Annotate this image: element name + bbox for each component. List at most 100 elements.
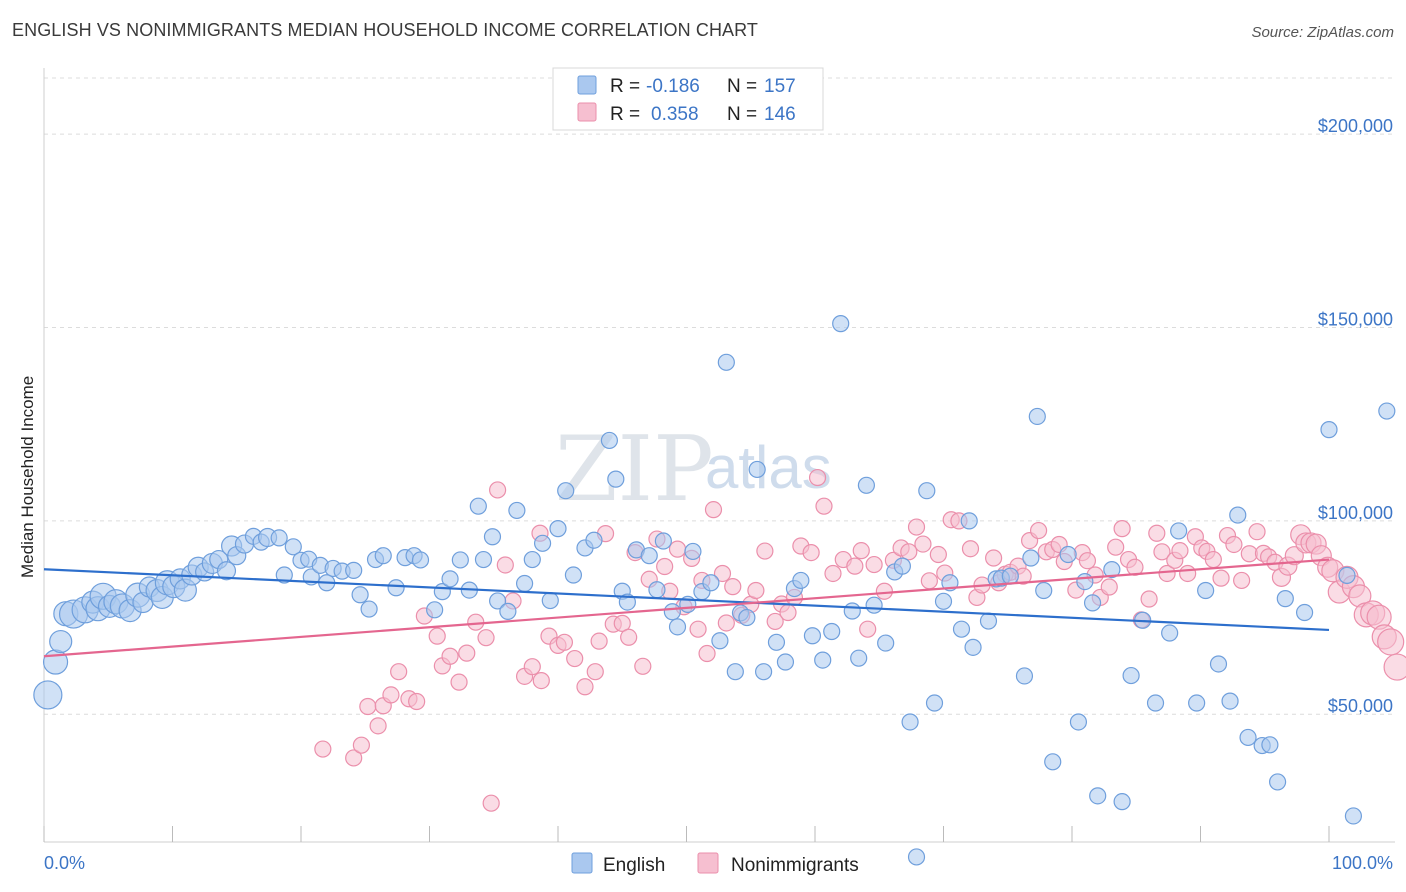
nonimmigrants-point xyxy=(458,644,476,662)
english-point xyxy=(1035,581,1053,600)
english-point xyxy=(1022,549,1040,567)
nonimmigrants-point xyxy=(802,543,820,562)
english-point xyxy=(1229,506,1247,524)
english-point xyxy=(1083,594,1102,612)
nonimmigrants-point xyxy=(808,468,827,487)
english-trend-line xyxy=(43,568,1330,632)
english-point xyxy=(893,557,911,575)
english-point xyxy=(663,603,681,621)
nonimmigrants-point xyxy=(900,543,918,561)
nonimmigrants-point xyxy=(586,663,604,681)
english-point xyxy=(767,633,786,651)
nonimmigrants-point xyxy=(428,627,446,645)
nonimmigrants-point xyxy=(390,663,408,681)
english-point xyxy=(426,601,444,619)
trend-lines xyxy=(43,558,1330,658)
nonimmigrants-point xyxy=(756,542,774,560)
nonimmigrants-point xyxy=(1113,520,1131,538)
nonimmigrants-point xyxy=(477,629,495,647)
english-point xyxy=(726,663,744,681)
english-point xyxy=(216,561,237,581)
nonimmigrants-point xyxy=(1029,521,1048,540)
english-point xyxy=(832,315,850,333)
nonimmigrants-point xyxy=(766,612,784,631)
english-point xyxy=(33,680,63,710)
nonimmigrants-r-value: 0.358 xyxy=(651,104,699,125)
english-point xyxy=(1295,603,1314,622)
english-legend-icon xyxy=(571,852,593,874)
nonimmigrants-point xyxy=(489,481,507,499)
nonimmigrants-point xyxy=(1171,542,1189,560)
english-point xyxy=(823,622,841,641)
nonimmigrants-point xyxy=(875,582,893,600)
english-point xyxy=(411,551,430,569)
english-point xyxy=(1170,522,1188,540)
nonimmigrants-point xyxy=(1383,653,1406,681)
english-point xyxy=(541,591,559,610)
english-point xyxy=(934,592,953,610)
nonimmigrants-point xyxy=(1158,564,1176,583)
watermark-zip: ZIP xyxy=(555,417,714,522)
english-point xyxy=(345,561,363,579)
english-point xyxy=(1268,773,1287,791)
english-point xyxy=(1197,581,1215,600)
english-point xyxy=(850,649,868,667)
english-point xyxy=(640,547,658,565)
english-point xyxy=(654,532,672,550)
nonimmigrants-point xyxy=(1100,578,1118,596)
english-point xyxy=(489,592,507,610)
english-point xyxy=(1044,753,1062,771)
english-point xyxy=(499,602,517,620)
english-point xyxy=(684,542,702,561)
stats-legend-box xyxy=(552,67,824,131)
english-point xyxy=(1122,666,1140,685)
english-point xyxy=(284,538,302,556)
nonimmigrants-point xyxy=(689,620,707,638)
english-point xyxy=(49,629,73,654)
english-point xyxy=(1103,561,1121,579)
nonimmigrants-point xyxy=(345,749,363,767)
english-point xyxy=(792,571,810,590)
english-point xyxy=(508,501,526,520)
english-point xyxy=(1001,567,1019,585)
nonimmigrants-point xyxy=(656,557,674,576)
english-point xyxy=(964,638,982,656)
english-point xyxy=(1069,713,1088,731)
tick-labels: $50,000 $100,000 $150,000 $200,000 0.0% 100.0… xyxy=(44,116,1393,873)
english-point xyxy=(441,570,459,588)
nonimmigrants-point xyxy=(369,717,387,735)
nonimmigrants-point xyxy=(590,632,608,650)
nonimmigrants-trend-line xyxy=(43,558,1330,658)
nonimmigrants-point xyxy=(704,501,723,519)
nonimmigrants-point xyxy=(914,535,932,553)
english-point xyxy=(1276,590,1294,608)
bottom-legend: English Nonimmigrants xyxy=(571,852,859,876)
english-point xyxy=(1239,728,1257,747)
nonimmigrants-point xyxy=(859,620,877,638)
english-point xyxy=(1378,402,1396,420)
english-point xyxy=(814,651,832,669)
english-point xyxy=(877,634,895,652)
nonimmigrants-point xyxy=(1078,552,1097,570)
english-point xyxy=(374,547,392,565)
y-tick-label: $50,000 xyxy=(1328,696,1393,716)
chart-title: ENGLISH VS NONIMMIGRANTS MEDIAN HOUSEHOL… xyxy=(12,20,759,40)
english-point xyxy=(1059,545,1077,564)
nonimmigrants-point xyxy=(382,686,400,704)
nonimmigrants-point xyxy=(613,614,631,632)
nonimmigrants-point xyxy=(1212,569,1230,587)
english-point xyxy=(275,566,293,584)
nonimmigrants-point xyxy=(824,564,842,583)
nonimmigrants-point xyxy=(1153,543,1171,561)
english-swatch-icon xyxy=(577,75,597,95)
nonimmigrants-point xyxy=(1204,550,1222,569)
nonimmigrants-point xyxy=(668,540,687,558)
english-point xyxy=(474,550,493,569)
english-point xyxy=(1320,421,1338,439)
english-point xyxy=(776,653,795,671)
nonimmigrants-point xyxy=(555,633,574,651)
nonimmigrants-point xyxy=(634,657,652,675)
english-point xyxy=(907,848,926,866)
nonimmigrants-point xyxy=(408,692,426,711)
english-point xyxy=(469,497,487,515)
